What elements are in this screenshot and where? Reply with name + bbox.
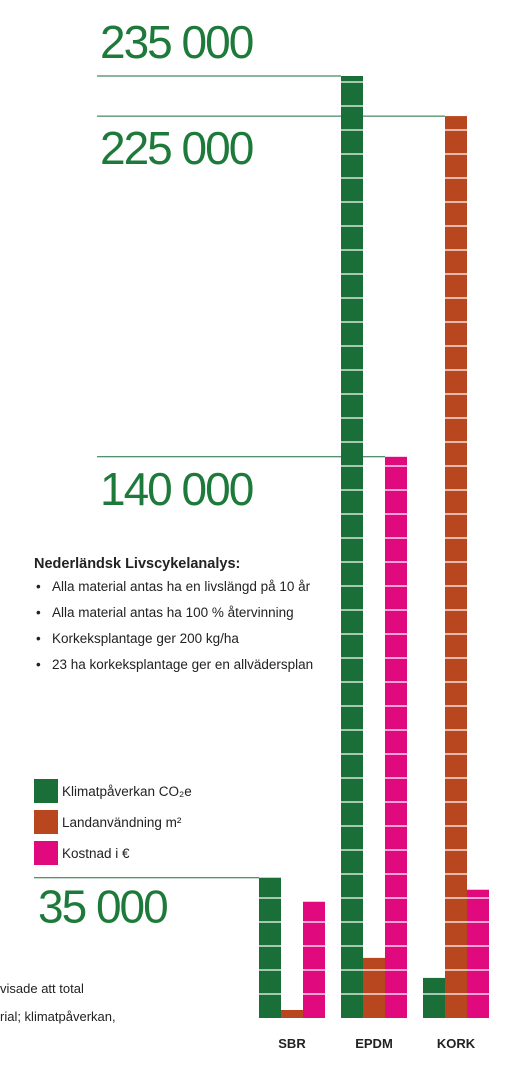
analysis-notes: Nederländsk Livscykelanalys: Alla materi… [34, 556, 324, 680]
legend-item-land: Landanvändning m² [34, 809, 192, 835]
notes-item: 23 ha korkeksplantage ger en allväderspl… [34, 654, 324, 676]
bar-epdm-series-1 [363, 957, 385, 1018]
legend-label: Klimatpåverkan CO₂e [62, 783, 192, 799]
reference-value-label: 225 000 [100, 122, 253, 174]
notes-list: Alla material antas ha en livslängd på 1… [34, 576, 324, 676]
category-label: KORK [437, 1036, 476, 1051]
bar-sbr-series-2 [303, 901, 325, 1018]
bar-kork-series-1 [445, 116, 467, 1019]
reference-value-label: 235 000 [100, 16, 253, 68]
legend-swatch-cost [34, 841, 58, 865]
legend-item-climate: Klimatpåverkan CO₂e [34, 778, 192, 804]
notes-item: Alla material antas ha 100 % återvinning [34, 602, 324, 624]
legend-label: Landanvändning m² [62, 814, 182, 830]
notes-item: Alla material antas ha en livslängd på 1… [34, 576, 324, 598]
legend-label: Kostnad i € [62, 845, 130, 861]
footer-text-line-2: rial; klimatpåverkan, [0, 1009, 116, 1024]
footer-text-line-1: visade att total [0, 981, 84, 996]
bar-kork-series-0 [423, 977, 445, 1018]
reference-value-label: 140 000 [100, 463, 253, 515]
legend-swatch-land [34, 810, 58, 834]
bar-epdm-series-2 [385, 456, 407, 1019]
bar-kork-series-2 [467, 889, 489, 1018]
category-label: SBR [278, 1036, 306, 1051]
legend-item-cost: Kostnad i € [34, 840, 192, 866]
chart-legend: Klimatpåverkan CO₂e Landanvändning m² Ko… [34, 778, 192, 871]
bar-sbr-series-1 [281, 1009, 303, 1018]
category-label: EPDM [355, 1036, 393, 1051]
reference-value-label: 35 000 [38, 881, 167, 933]
notes-item: Korkeksplantage ger 200 kg/ha [34, 628, 324, 650]
legend-swatch-climate [34, 779, 58, 803]
notes-heading: Nederländsk Livscykelanalys: [34, 556, 241, 572]
bar-epdm-series-0 [341, 76, 363, 1018]
bar-sbr-series-0 [259, 877, 281, 1018]
